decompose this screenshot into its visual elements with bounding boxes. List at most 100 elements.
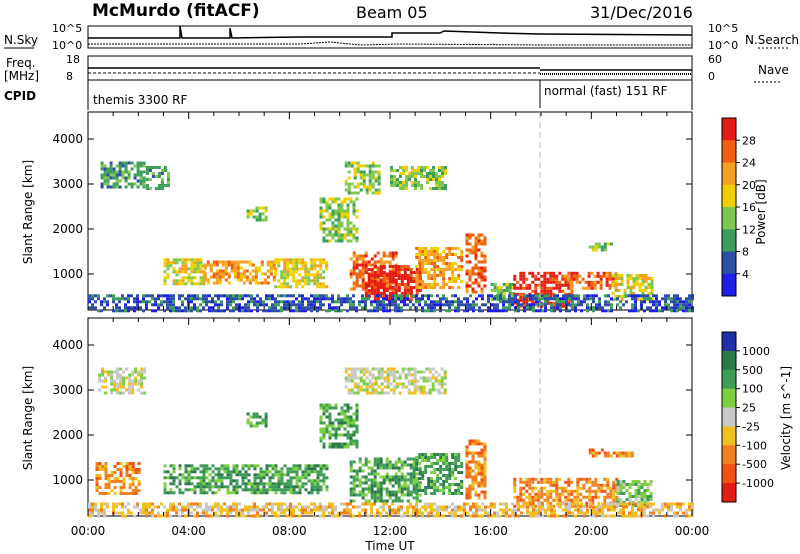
data-cell [101,468,105,471]
data-cell [477,233,481,237]
data-cell [419,388,423,392]
data-cell [649,495,653,498]
data-cell [349,306,352,310]
data-cell [487,294,490,298]
data-cell [376,490,380,494]
data-cell [443,373,447,377]
data-cell [184,505,187,509]
data-cell [361,257,365,261]
data-cell [328,436,332,440]
data-cell [347,379,351,383]
data-cell [280,258,284,262]
colorbar-segment [722,207,736,230]
nave-scale-top: 60 [708,53,722,66]
data-cell [531,280,535,284]
data-cell [145,184,149,187]
data-cell [471,484,475,488]
data-cell [406,484,410,488]
data-cell [625,502,628,506]
data-cell [131,492,135,495]
data-cell [325,464,329,468]
data-cell [593,286,597,290]
data-cell [573,501,577,505]
data-cell [178,488,182,492]
data-cell [448,250,452,253]
data-cell [556,303,559,307]
data-cell [496,514,499,518]
data-cell [386,391,390,395]
data-cell [475,511,478,515]
data-cell [220,464,224,468]
data-cell [376,481,380,485]
data-cell [355,475,359,479]
data-cell [474,451,478,455]
data-cell [526,502,529,506]
data-cell [425,391,429,395]
data-cell [125,388,129,392]
data-cell [586,309,589,313]
data-cell [541,294,544,298]
data-cell [355,260,359,264]
data-cell [181,264,185,268]
data-cell [400,277,404,280]
data-cell [343,445,347,449]
data-cell [519,495,523,499]
data-cell [337,418,341,422]
data-cell [136,297,139,301]
data-cell [433,508,436,512]
data-cell [451,508,454,512]
data-cell [221,275,225,279]
data-cell [274,502,277,506]
data-cell [508,292,512,295]
data-cell [413,391,417,395]
data-cell [118,173,122,177]
data-cell [322,445,326,449]
data-cell [433,259,437,262]
data-cell [142,297,145,301]
data-cell [140,376,144,380]
data-cell [601,502,604,506]
data-cell [184,309,187,313]
data-cell [157,166,161,169]
data-cell [424,456,428,459]
data-cell [493,514,496,518]
data-cell [439,508,442,512]
data-cell [526,505,529,509]
data-cell [688,300,691,304]
data-cell [361,281,365,285]
data-cell [599,283,603,287]
data-cell [109,185,113,189]
data-cell [349,197,353,201]
data-cell [163,488,167,492]
data-cell [637,514,640,518]
data-cell [223,470,227,474]
data-cell [349,257,353,261]
data-cell [616,489,620,492]
data-cell [238,297,241,301]
data-cell [355,493,359,497]
data-cell [380,367,384,371]
data-cell [673,502,676,506]
data-cell [525,495,529,499]
data-cell [346,300,349,304]
data-cell [567,286,571,290]
data-cell [532,309,535,313]
data-cell [346,424,350,428]
data-cell [331,427,335,431]
data-cell [319,508,322,512]
data-cell [236,275,240,279]
data-cell [451,247,455,250]
data-cell [592,297,595,301]
data-cell [552,489,556,493]
data-cell [626,280,630,283]
data-cell [605,274,609,278]
data-cell [420,184,423,187]
data-cell [377,164,381,168]
data-cell [430,253,434,256]
data-cell [433,271,437,274]
data-cell [373,499,377,503]
data-cell [436,480,440,483]
data-cell [295,309,298,313]
data-cell [388,309,391,313]
data-cell [644,286,648,289]
